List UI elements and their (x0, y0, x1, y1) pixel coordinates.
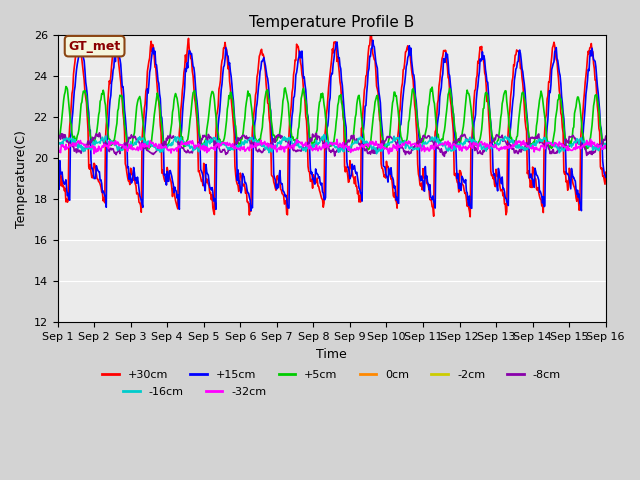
Y-axis label: Temperature(C): Temperature(C) (15, 130, 28, 228)
Title: Temperature Profile B: Temperature Profile B (249, 15, 414, 30)
Legend: -16cm, -32cm: -16cm, -32cm (118, 383, 271, 401)
Text: GT_met: GT_met (68, 40, 121, 53)
X-axis label: Time: Time (316, 348, 347, 360)
